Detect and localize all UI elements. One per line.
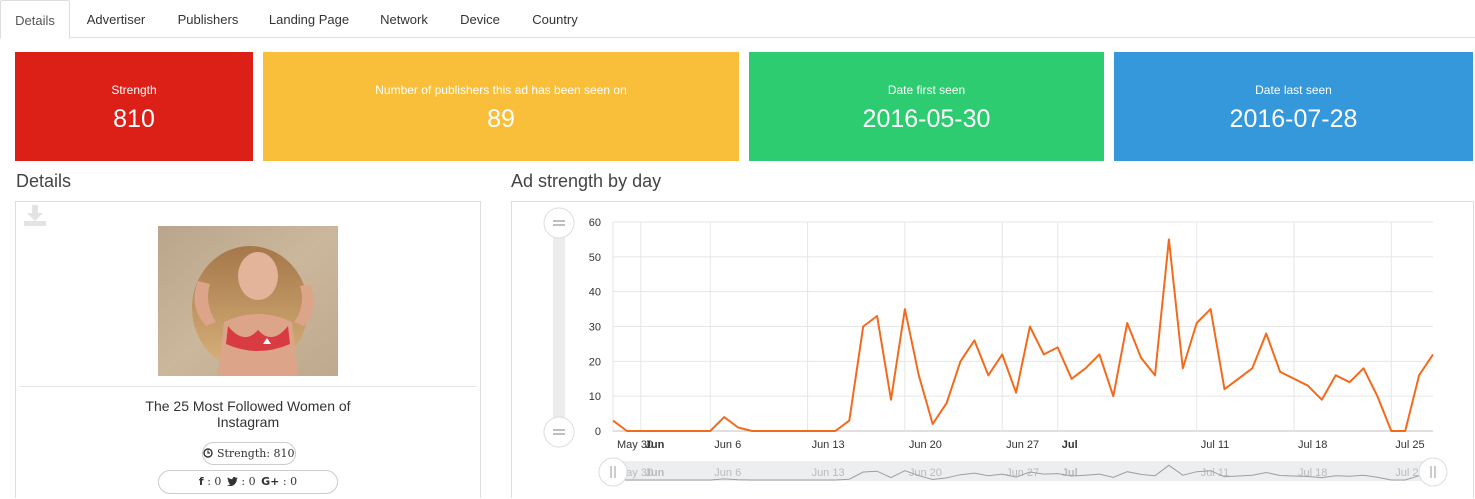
x-tick-label: Jun 13 (812, 439, 845, 451)
download-icon[interactable] (23, 205, 47, 227)
y-tick-label: 20 (589, 356, 601, 368)
tab-advertiser[interactable]: Advertiser (74, 0, 158, 37)
strength-card: Strength 810 (15, 52, 253, 161)
x-tick-label: Jun (645, 439, 665, 451)
details-divider (20, 386, 476, 387)
chart-heading: Ad strength by day (511, 171, 661, 192)
navigator-tick-label: Jun 6 (714, 467, 741, 479)
y-tick-label: 0 (595, 426, 601, 438)
vertical-range-track[interactable] (553, 222, 565, 432)
tab-country[interactable]: Country (519, 0, 591, 37)
x-tick-label: Jul 18 (1298, 439, 1327, 451)
y-tick-label: 40 (589, 287, 601, 299)
x-tick-label: Jun 20 (909, 439, 942, 451)
social-counts: f : 0 : 0 G+ : 0 (158, 470, 338, 494)
tab-landing-page[interactable]: Landing Page (259, 0, 359, 37)
strength-value: 810 (15, 105, 253, 134)
navigator-handle-right[interactable] (1419, 458, 1447, 486)
series-layer (613, 239, 1433, 431)
tab-details[interactable]: Details (0, 0, 70, 39)
strength-label: Strength (15, 83, 253, 97)
publishers-count-value: 89 (263, 105, 739, 134)
x-tick-label: Jul (1062, 439, 1078, 451)
last-seen-card: Date last seen 2016-07-28 (1114, 52, 1473, 161)
navigator-tick-label: Jun 13 (812, 467, 845, 479)
strength-badge-text: Strength: 810 (217, 447, 295, 460)
y-tick-label: 50 (589, 252, 601, 264)
google-plus-count: : 0 (283, 475, 297, 488)
tab-publishers[interactable]: Publishers (166, 0, 250, 37)
navigator-tick-label: Jul (1062, 467, 1078, 479)
navigator-tick-label: Jun (645, 467, 665, 479)
last-seen-label: Date last seen (1114, 83, 1473, 97)
twitter-icon (227, 477, 238, 486)
first-seen-label: Date first seen (749, 83, 1104, 97)
x-tick-label: Jul 11 (1201, 439, 1230, 451)
strength-badge: Strength: 810 (202, 442, 296, 465)
facebook-icon: f (199, 475, 204, 488)
vertical-range-handle-top[interactable] (544, 208, 574, 238)
y-tick-label: 60 (589, 217, 601, 229)
first-seen-card: Date first seen 2016-05-30 (749, 52, 1104, 161)
series-line (613, 239, 1433, 431)
x-tick-label: Jul 25 (1395, 439, 1424, 451)
details-heading: Details (16, 171, 71, 192)
last-seen-value: 2016-07-28 (1114, 105, 1473, 134)
ad-title[interactable]: The 25 Most Followed Women of Instagram (116, 398, 380, 430)
twitter-count: : 0 (241, 475, 255, 488)
x-tick-label: Jun 27 (1006, 439, 1039, 451)
google-plus-icon: G+ (261, 475, 279, 488)
chart-grid (613, 222, 1433, 431)
publishers-count-label: Number of publishers this ad has been se… (263, 83, 739, 97)
y-tick-label: 10 (589, 391, 601, 403)
facebook-count: : 0 (207, 475, 221, 488)
publishers-count-card: Number of publishers this ad has been se… (263, 52, 739, 161)
y-axis-ticks: 0 10 20 30 40 50 60 (589, 217, 601, 438)
clock-icon (203, 448, 213, 458)
x-tick-label: Jun 6 (714, 439, 741, 451)
tab-device[interactable]: Device (449, 0, 511, 37)
vertical-range-handle-bottom[interactable] (544, 417, 574, 447)
tab-network[interactable]: Network (367, 0, 441, 37)
first-seen-value: 2016-05-30 (749, 105, 1104, 134)
ad-thumbnail[interactable] (158, 226, 338, 376)
y-tick-label: 30 (589, 322, 601, 334)
details-panel: The 25 Most Followed Women of Instagram … (15, 201, 481, 498)
navigator-handle-left[interactable] (599, 458, 627, 486)
tab-bar: Details Advertiser Publishers Landing Pa… (0, 0, 1475, 38)
